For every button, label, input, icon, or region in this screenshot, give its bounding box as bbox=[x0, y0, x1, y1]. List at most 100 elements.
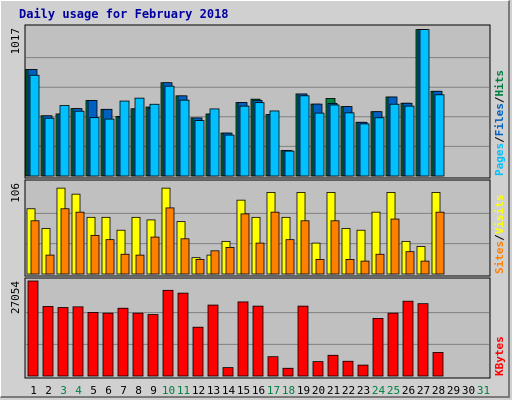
bar-pages-day-22 bbox=[344, 112, 355, 177]
legend-hits: Hits bbox=[493, 70, 506, 97]
day-label-18: 18 bbox=[282, 384, 295, 397]
bar-pages-day-21 bbox=[329, 104, 340, 177]
day-label-24: 24 bbox=[372, 384, 386, 397]
legend-sites: Sites bbox=[493, 241, 506, 274]
bar-sites-day-16 bbox=[255, 242, 265, 275]
legend-kbytes: KBytes bbox=[493, 336, 506, 376]
bar-kbytes-day-8 bbox=[132, 312, 144, 377]
series-legend: Pages/Files/Hits bbox=[493, 70, 506, 176]
bar-sites-day-12 bbox=[195, 259, 205, 275]
bar-sites-day-27 bbox=[420, 260, 430, 275]
chart-title: Daily usage for February 2018 bbox=[19, 7, 229, 21]
bar-pages-day-28 bbox=[434, 94, 445, 177]
day-label-4: 4 bbox=[75, 384, 82, 397]
day-label-17: 17 bbox=[267, 384, 280, 397]
bar-pages-day-11 bbox=[179, 99, 190, 177]
bar-kbytes-day-27 bbox=[417, 303, 429, 377]
bar-sites-day-25 bbox=[390, 218, 400, 275]
bar-pages-day-27 bbox=[419, 29, 430, 177]
bar-pages-day-9 bbox=[149, 103, 160, 177]
bar-sites-day-7 bbox=[120, 253, 130, 275]
bar-sites-day-23 bbox=[360, 260, 370, 275]
legend-files: Files bbox=[493, 103, 506, 136]
day-label-15: 15 bbox=[237, 384, 250, 397]
bar-sites-day-14 bbox=[225, 246, 235, 275]
panel-usage-bottom: 27054 KBytes bbox=[9, 277, 506, 379]
bar-kbytes-day-16 bbox=[252, 305, 264, 377]
day-label-8: 8 bbox=[135, 384, 142, 397]
bar-sites-day-11 bbox=[180, 238, 190, 275]
bar-kbytes-day-9 bbox=[147, 314, 159, 377]
panel-usage-middle: 106 Sites/Visits bbox=[9, 179, 506, 277]
bar-kbytes-day-22 bbox=[342, 360, 354, 377]
bar-pages-day-1 bbox=[29, 74, 40, 177]
day-label-28: 28 bbox=[432, 384, 445, 397]
day-label-20: 20 bbox=[312, 384, 325, 397]
bar-kbytes-day-2 bbox=[42, 306, 54, 377]
bar-sites-day-2 bbox=[45, 254, 55, 275]
day-label-6: 6 bbox=[105, 384, 112, 397]
bar-kbytes-day-1 bbox=[27, 280, 39, 377]
bar-pages-day-20 bbox=[314, 112, 325, 177]
day-label-5: 5 bbox=[90, 384, 97, 397]
bar-sites-day-15 bbox=[240, 213, 250, 275]
bar-sites-day-18 bbox=[285, 239, 295, 275]
bar-kbytes-day-6 bbox=[102, 312, 114, 377]
bar-kbytes-day-24 bbox=[372, 318, 384, 377]
legend-visits: Visits bbox=[493, 195, 506, 235]
day-label-13: 13 bbox=[207, 384, 220, 397]
bar-kbytes-day-20 bbox=[312, 361, 324, 377]
day-label-16: 16 bbox=[252, 384, 265, 397]
day-label-11: 11 bbox=[177, 384, 190, 397]
day-label-2: 2 bbox=[45, 384, 52, 397]
bar-kbytes-day-25 bbox=[387, 312, 399, 377]
y-max-label: 106 bbox=[9, 183, 22, 203]
day-label-27: 27 bbox=[417, 384, 430, 397]
day-label-14: 14 bbox=[222, 384, 236, 397]
bar-pages-day-18 bbox=[284, 150, 295, 177]
bar-kbytes-day-10 bbox=[162, 289, 174, 377]
day-label-3: 3 bbox=[60, 384, 67, 397]
bar-pages-day-4 bbox=[74, 110, 85, 177]
bar-kbytes-day-15 bbox=[237, 301, 249, 377]
bar-pages-day-14 bbox=[224, 134, 235, 177]
bar-kbytes-day-19 bbox=[297, 305, 309, 377]
panel-usage-top: 1017 Pages/Files/Hits bbox=[9, 24, 506, 179]
series-legend: KBytes bbox=[493, 336, 506, 376]
bar-sites-day-5 bbox=[90, 234, 100, 275]
day-label-26: 26 bbox=[402, 384, 415, 397]
bar-pages-day-26 bbox=[404, 105, 415, 177]
bar-sites-day-10 bbox=[165, 207, 175, 275]
day-label-21: 21 bbox=[327, 384, 340, 397]
bar-pages-day-2 bbox=[44, 117, 55, 177]
day-label-10: 10 bbox=[162, 384, 175, 397]
bar-kbytes-day-4 bbox=[72, 306, 84, 377]
bar-pages-day-16 bbox=[254, 102, 265, 177]
bar-pages-day-25 bbox=[389, 103, 400, 177]
bar-pages-day-7 bbox=[119, 100, 130, 177]
bar-sites-day-19 bbox=[300, 220, 310, 275]
bar-sites-day-26 bbox=[405, 251, 415, 275]
bar-kbytes-day-5 bbox=[87, 312, 99, 377]
bar-pages-day-15 bbox=[239, 105, 250, 177]
day-label-31: 31 bbox=[477, 384, 490, 397]
bar-sites-day-1 bbox=[30, 220, 40, 275]
bar-pages-day-6 bbox=[104, 118, 115, 177]
bar-kbytes-day-28 bbox=[432, 352, 444, 377]
bar-sites-day-13 bbox=[210, 250, 220, 275]
bar-kbytes-day-23 bbox=[357, 364, 369, 377]
bar-sites-day-6 bbox=[105, 239, 115, 275]
bar-pages-day-12 bbox=[194, 120, 205, 177]
bar-sites-day-4 bbox=[75, 211, 85, 275]
bar-kbytes-day-11 bbox=[177, 292, 189, 377]
day-label-23: 23 bbox=[357, 384, 370, 397]
bar-kbytes-day-21 bbox=[327, 354, 339, 377]
bar-pages-day-8 bbox=[134, 97, 145, 177]
bar-pages-day-23 bbox=[359, 123, 370, 177]
series-legend: Sites/Visits bbox=[493, 195, 506, 275]
bar-sites-day-9 bbox=[150, 236, 160, 275]
bar-pages-day-10 bbox=[164, 85, 175, 177]
bar-pages-day-24 bbox=[374, 117, 385, 177]
